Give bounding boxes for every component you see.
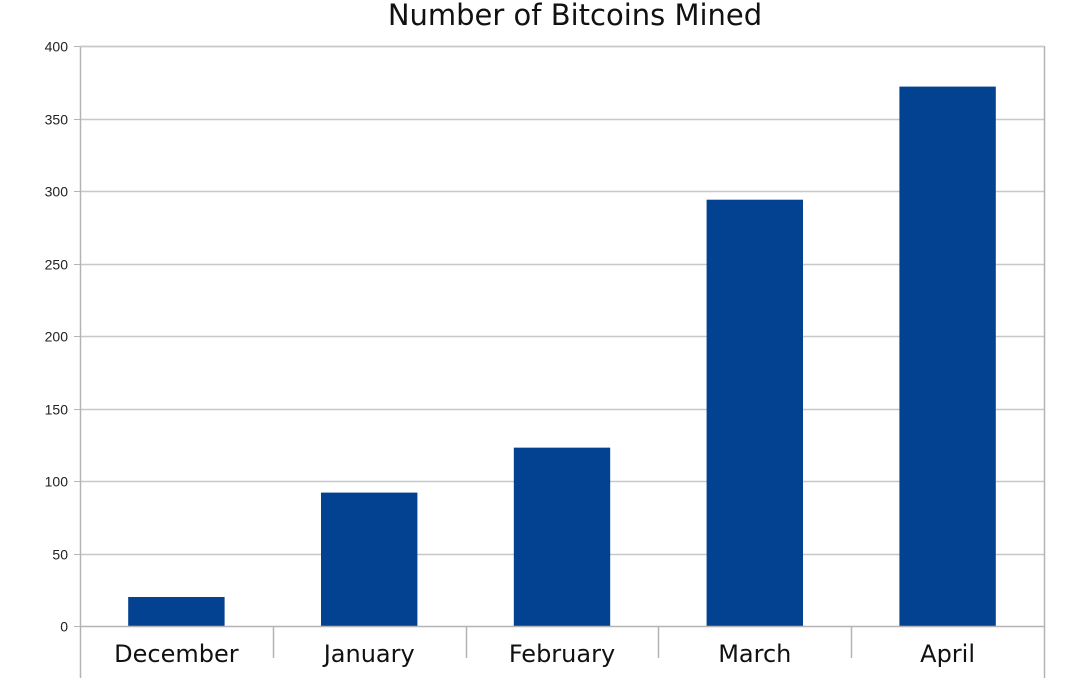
y-tick-label: 0	[60, 619, 68, 635]
bar-april	[899, 86, 996, 627]
y-tick-label: 400	[45, 39, 69, 55]
y-tick-label: 200	[45, 329, 69, 345]
x-tick-labels: December January February March April	[114, 640, 975, 668]
y-tick-label: 300	[45, 184, 69, 200]
y-tick-label: 350	[45, 112, 69, 128]
chart-title: Number of Bitcoins Mined	[387, 0, 763, 32]
y-tick-label: 50	[52, 547, 68, 563]
bar-december	[128, 597, 225, 626]
y-tick-labels: 0 50 100 150 200 250 300 350 400	[45, 39, 69, 635]
x-tick-label: March	[718, 640, 791, 668]
axes	[74, 45, 1046, 678]
x-tick-label: December	[114, 640, 239, 668]
x-tick-label: February	[509, 640, 615, 668]
y-tick-label: 150	[45, 402, 69, 418]
y-tick-label: 100	[45, 474, 69, 490]
bar-january	[321, 492, 418, 626]
x-tick-label: January	[322, 640, 415, 668]
y-tick-label: 250	[45, 257, 69, 273]
bar-february	[513, 447, 611, 626]
bar-march	[706, 199, 803, 626]
x-tick-label: April	[920, 640, 975, 668]
bars	[128, 86, 996, 627]
